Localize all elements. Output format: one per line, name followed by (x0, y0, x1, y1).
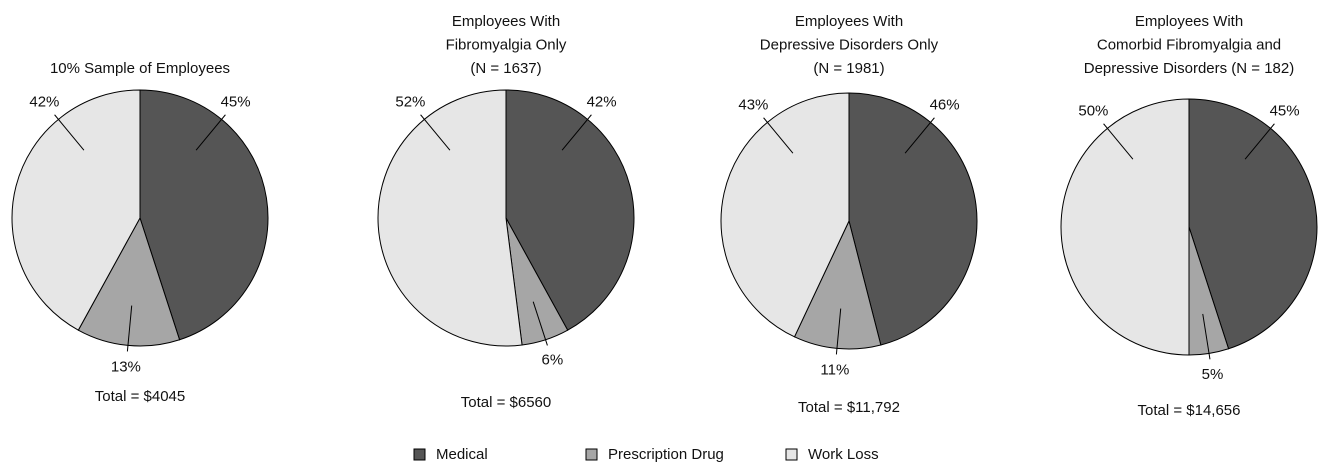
data-label: 5% (1202, 366, 1224, 383)
pie-slice (139, 89, 269, 341)
leader-line (1103, 123, 1134, 160)
legend-label: Medical (436, 446, 488, 463)
total-annotation: Total = $4045 (95, 388, 186, 405)
data-label: 50% (1078, 102, 1108, 119)
chart-title: Employees With (795, 13, 903, 30)
pie-slice (377, 89, 523, 347)
leader-line (763, 117, 794, 154)
leader-line (195, 114, 226, 151)
leader-line (54, 114, 85, 151)
data-label: 6% (542, 352, 564, 369)
leader-line (126, 305, 133, 352)
pie-slice (720, 92, 850, 338)
pie-slice (1060, 98, 1190, 356)
chart-title: Comorbid Fibromyalgia and (1097, 36, 1281, 53)
chart-title: Depressive Disorders Only (760, 36, 939, 53)
leader-line (904, 117, 935, 154)
leader-line (1202, 313, 1211, 360)
chart-title: Depressive Disorders (N = 182) (1084, 60, 1295, 77)
legend-swatch (585, 448, 598, 461)
leader-line (1244, 123, 1275, 160)
chart-title: 10% Sample of Employees (50, 60, 230, 77)
data-label: 45% (221, 93, 251, 110)
data-label: 43% (738, 96, 768, 113)
legend-swatch (413, 448, 426, 461)
chart-title: Employees With (452, 13, 560, 30)
pie-slice (1188, 98, 1318, 350)
data-label: 45% (1270, 102, 1300, 119)
leader-line (532, 301, 548, 346)
data-label: 42% (587, 93, 617, 110)
pie-slice (505, 89, 635, 331)
leader-line (835, 308, 842, 355)
chart-title: (N = 1981) (813, 60, 884, 77)
data-label: 46% (930, 96, 960, 113)
pie-slice (848, 92, 978, 346)
data-label: 42% (29, 93, 59, 110)
data-label: 52% (395, 93, 425, 110)
legend-label: Work Loss (808, 446, 879, 463)
data-label: 11% (820, 361, 849, 378)
total-annotation: Total = $6560 (461, 394, 552, 411)
leader-line (561, 114, 592, 151)
leader-line (420, 114, 451, 151)
legend-label: Prescription Drug (608, 446, 724, 463)
chart-title: Fibromyalgia Only (446, 36, 567, 53)
chart-title: Employees With (1135, 13, 1243, 30)
chart-title: (N = 1637) (470, 60, 541, 77)
total-annotation: Total = $14,656 (1137, 402, 1240, 419)
pie-slice (11, 89, 141, 331)
total-annotation: Total = $11,792 (798, 399, 900, 416)
data-label: 13% (111, 358, 141, 375)
legend-swatch (785, 448, 798, 461)
